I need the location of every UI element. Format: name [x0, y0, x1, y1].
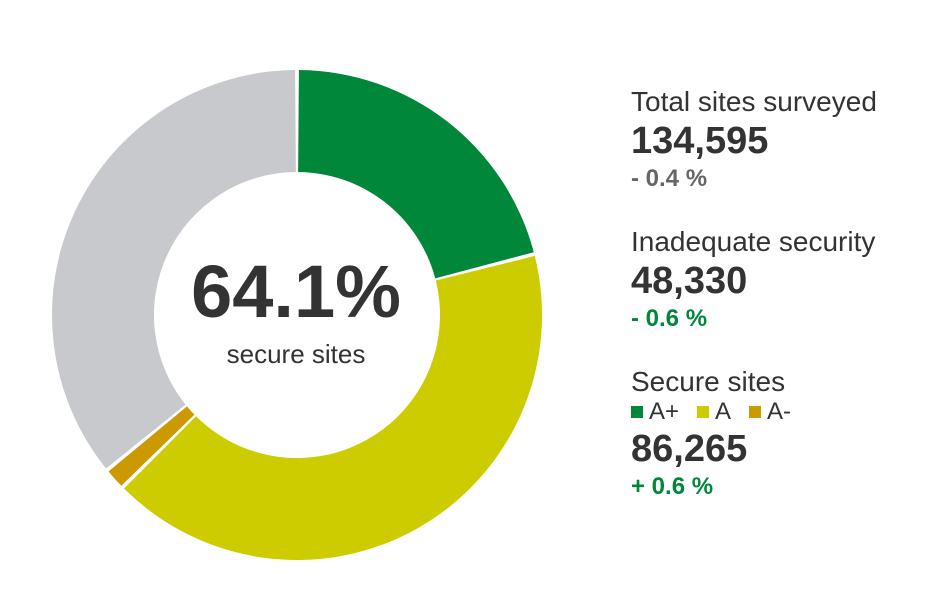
- legend-label-a-minus: A-: [767, 398, 792, 425]
- legend-swatch-a: [697, 406, 710, 418]
- secure-sites-change: + 0.6 %: [631, 473, 714, 500]
- total-sites-value: 134,595: [631, 120, 769, 162]
- total-sites-stat: Total sites surveyed 134,595 - 0.4 %: [631, 86, 931, 194]
- inadequate-security-label: Inadequate security: [631, 226, 876, 257]
- inadequate-security-value: 48,330: [631, 260, 748, 302]
- legend-swatch-a-plus: [631, 406, 643, 418]
- total-sites-change: - 0.4 %: [631, 165, 708, 192]
- legend-swatch-a-minus: [749, 406, 762, 418]
- secure-sites-label: Secure sites: [631, 366, 786, 397]
- donut-slice-a-minus: [108, 406, 195, 486]
- secure-percentage-label: secure sites: [226, 339, 366, 369]
- donut-chart: [52, 70, 542, 560]
- donut-slice-a-minusplus: [298, 70, 534, 279]
- inadequate-security-stat: Inadequate security 48,330 - 0.6 %: [631, 226, 931, 334]
- secure-sites-value: 86,265: [631, 428, 748, 470]
- legend-item-a: A: [697, 398, 731, 426]
- secure-sites-stat: Secure sites A+ A A- 86,265 + 0.6 %: [631, 366, 931, 502]
- inadequate-security-change: - 0.6 %: [631, 305, 708, 332]
- grade-legend: A+ A A-: [631, 398, 931, 426]
- donut-slice-a: [124, 255, 542, 560]
- legend-label-a: A: [715, 398, 732, 425]
- donut-slice-other: [52, 70, 296, 469]
- total-sites-label: Total sites surveyed: [631, 86, 877, 117]
- stats-panel: Total sites surveyed 134,595 - 0.4 % Ina…: [631, 86, 931, 502]
- legend-item-a-plus: A+: [631, 398, 679, 426]
- legend-label-a-plus: A+: [649, 398, 680, 425]
- secure-percentage-value: 64.1%: [191, 250, 401, 333]
- legend-item-a-minus: A-: [749, 398, 791, 426]
